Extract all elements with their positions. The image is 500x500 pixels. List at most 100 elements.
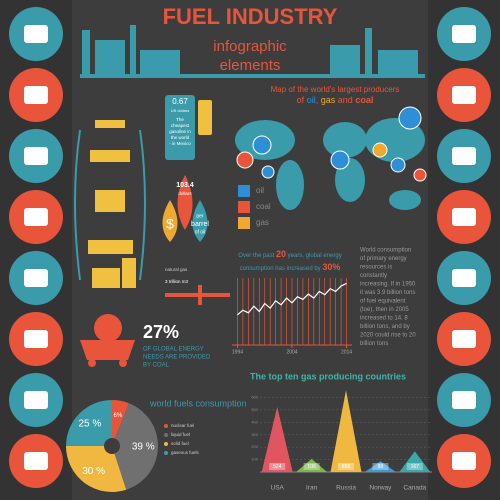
subtitle: infographic: [213, 38, 287, 55]
icon-glyph: [452, 391, 476, 409]
text-line: increasing. If in 1950: [360, 282, 416, 288]
x-tick-label: Canada: [403, 485, 426, 492]
cone: [399, 451, 431, 472]
text-line: of primary energy: [360, 256, 407, 262]
x-tick-label: 2014: [341, 349, 352, 355]
pie-slice: [112, 403, 158, 490]
pie-label: 39 %: [132, 442, 155, 453]
legend-dot: [164, 442, 168, 446]
barrel-per: per: [196, 213, 204, 219]
x-tick-label: Russia: [336, 485, 356, 492]
icon-glyph: [452, 330, 476, 348]
text-line: the world: [171, 135, 190, 140]
icon-glyph: [452, 86, 476, 104]
map-legend: oil coal gas: [238, 185, 271, 229]
energy-note: Over the past 20 years, global energy: [238, 249, 341, 259]
cone: [296, 458, 328, 472]
text-line: gasoline in: [169, 129, 191, 134]
gasoline-price: 0.67: [172, 97, 188, 106]
line: [237, 282, 347, 316]
wheel: [88, 359, 96, 367]
legend-label: gaseous fuels: [171, 450, 200, 455]
y-tick-label: 500: [251, 407, 258, 412]
pie-hole: [104, 438, 120, 454]
text-line: billion tons, and by: [360, 324, 410, 330]
skyline: [80, 25, 425, 78]
title: FUEL INDUSTRY: [163, 4, 338, 29]
text-line: - in Mexico: [169, 141, 191, 146]
coal-cart: [80, 340, 135, 360]
value-label: 658: [342, 464, 351, 470]
text-line: constantly: [360, 273, 387, 279]
icon-glyph: [452, 147, 476, 165]
text-line: OF GLOBAL ENERGY: [143, 347, 204, 353]
legend-swatch: [238, 185, 250, 197]
x-tick-label: Iran: [306, 485, 318, 492]
barrel-price: 103.4: [176, 182, 194, 189]
y-tick-label: 400: [251, 419, 258, 424]
energy-note: consumption has increased by 30%: [240, 262, 341, 272]
legend-label: nuclear fuel: [171, 423, 194, 428]
consumption-note: World consumption of primary energy resour…: [360, 248, 416, 348]
icon-glyph: [24, 452, 48, 470]
bar-title: The top ten gas producing countries: [250, 371, 406, 381]
x-tick-label: 2004: [286, 349, 297, 355]
gasoline-pump: [198, 100, 212, 135]
pipe: [165, 285, 230, 305]
text-line: resources is: [360, 265, 392, 271]
legend-dot: [164, 424, 168, 428]
value-label: 106: [307, 464, 316, 470]
coal-pile: [94, 314, 122, 342]
icon-glyph: [24, 208, 48, 226]
y-tick-label: 100: [251, 457, 258, 462]
icon-glyph: [24, 86, 48, 104]
y-tick-label: 600: [251, 394, 258, 399]
cone: [330, 390, 362, 472]
legend-swatch: [238, 217, 250, 229]
x-tick-label: USA: [271, 485, 285, 492]
y-tick-label: 300: [251, 432, 258, 437]
icon-glyph: [452, 452, 476, 470]
text-line: NEEDS ARE PROVIDED: [143, 355, 211, 361]
flow-icons: [88, 120, 136, 288]
gas-note: natural gas: [165, 267, 188, 272]
value-box: [406, 463, 423, 470]
icon-glyph: [24, 391, 48, 409]
legend-label: coal: [256, 202, 271, 211]
text-line: cheapest: [171, 123, 190, 128]
legend-label: solid fuel: [171, 441, 189, 446]
barrel-of: of oil: [195, 229, 206, 235]
y-tick-label: 200: [251, 444, 258, 449]
pie-slice: [112, 400, 129, 446]
icon-glyph: [24, 147, 48, 165]
dollar-drop: [162, 200, 178, 242]
pie-label: 6%: [114, 413, 123, 419]
cone: [364, 461, 396, 472]
legend-label: liquid fuel: [171, 432, 190, 437]
text-line: increased to 14. 8: [360, 316, 408, 322]
text-line: billion tons: [360, 341, 388, 347]
map-title: Map of the world's largest producers: [271, 85, 400, 94]
cone: [261, 406, 293, 472]
value-box: [269, 463, 286, 470]
pie-title: world fuels consumption: [149, 398, 247, 408]
value-label: 524: [273, 464, 282, 470]
value-label: 167: [411, 464, 420, 470]
barrel-drop: [177, 175, 193, 230]
legend-label: gas: [256, 218, 269, 227]
pie-slice: [66, 400, 112, 446]
gasoline-card: [165, 95, 195, 160]
text-line: 2020 could rise to 20: [360, 333, 416, 339]
legend-swatch: [238, 201, 250, 213]
subtitle: elements: [220, 57, 281, 74]
barrel-unit: dollars: [178, 191, 192, 196]
pie-label: 25 %: [78, 419, 101, 430]
icon-glyph: [452, 208, 476, 226]
value-box: [303, 463, 320, 470]
value-box: [372, 463, 389, 470]
map-bubbles: [236, 106, 427, 182]
text-line: World consumption: [360, 248, 411, 254]
icon-glyph: [24, 25, 48, 43]
